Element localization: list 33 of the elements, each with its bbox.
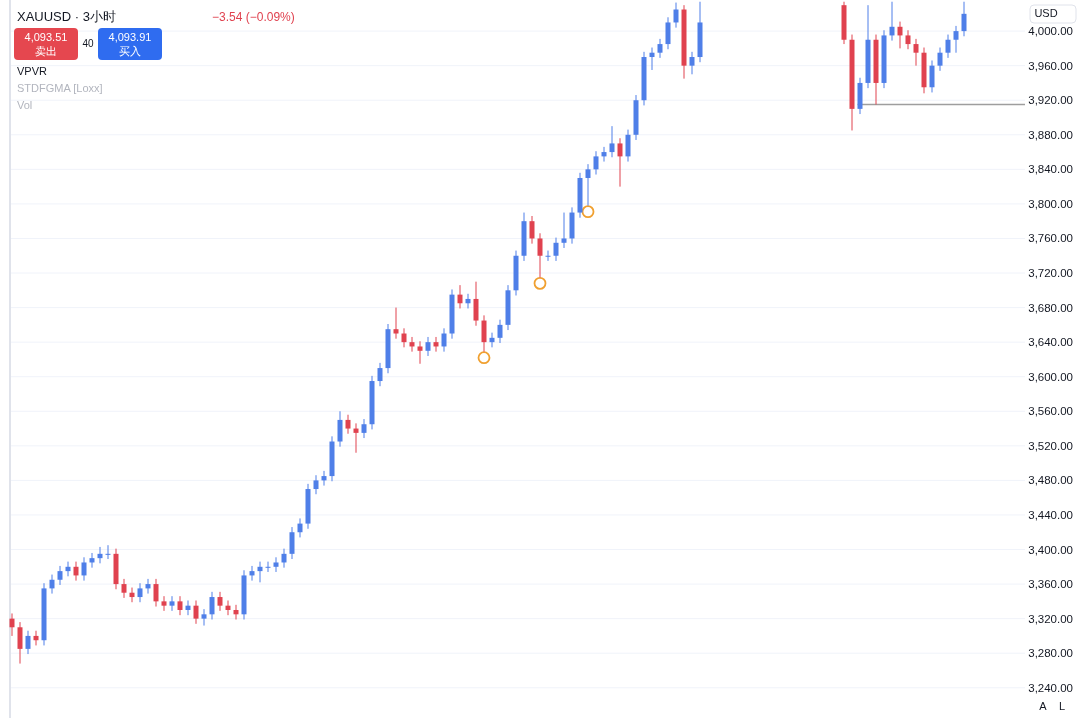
y-tick-label: 3,280.00 [1028, 647, 1073, 660]
y-tick-label: 3,400.00 [1028, 543, 1073, 556]
y-tick-label: 3,680.00 [1028, 301, 1073, 314]
y-tick-label: 3,520.00 [1028, 439, 1073, 452]
y-tick-label: 3,320.00 [1028, 612, 1073, 625]
annotation: 卖出 [35, 45, 57, 57]
annotation: 4,093.51 [24, 31, 68, 43]
y-tick-label: 3,560.00 [1028, 405, 1073, 418]
y-tick-label: 3,440.00 [1028, 508, 1073, 521]
y-tick-label: 3,480.00 [1028, 474, 1073, 487]
text: −3.54 (−0.09%) [212, 10, 295, 24]
y-tick-label: 3,360.00 [1028, 578, 1073, 591]
y-tick-label: 3,960.00 [1028, 59, 1073, 72]
y-tick-label: 3,600.00 [1028, 370, 1073, 383]
text: USD [1034, 7, 1058, 19]
y-tick-label: 3,800.00 [1028, 197, 1073, 210]
y-tick-label: 3,880.00 [1028, 128, 1073, 141]
y-tick-label: 3,240.00 [1028, 681, 1073, 694]
text: XAUUSD · 3小时 [17, 9, 116, 24]
annotation: 4,093.91 [108, 31, 152, 43]
y-tick-label: 3,640.00 [1028, 336, 1073, 349]
text: L [1058, 700, 1066, 712]
y-tick-label: 3,760.00 [1028, 232, 1073, 245]
annotation: VPVR [17, 65, 48, 77]
y-tick-label: 3,920.00 [1028, 94, 1073, 107]
y-tick-label: 3,840.00 [1028, 163, 1073, 176]
annotation: STDFGMA [Loxx] [17, 82, 103, 94]
annotation: 40 [82, 38, 94, 49]
annotation: 买入 [119, 45, 141, 57]
y-tick-label: 3,720.00 [1028, 267, 1073, 280]
text: A [1039, 700, 1048, 712]
y-tick-label: 4,000.00 [1028, 25, 1073, 38]
annotation: Vol [17, 99, 33, 111]
